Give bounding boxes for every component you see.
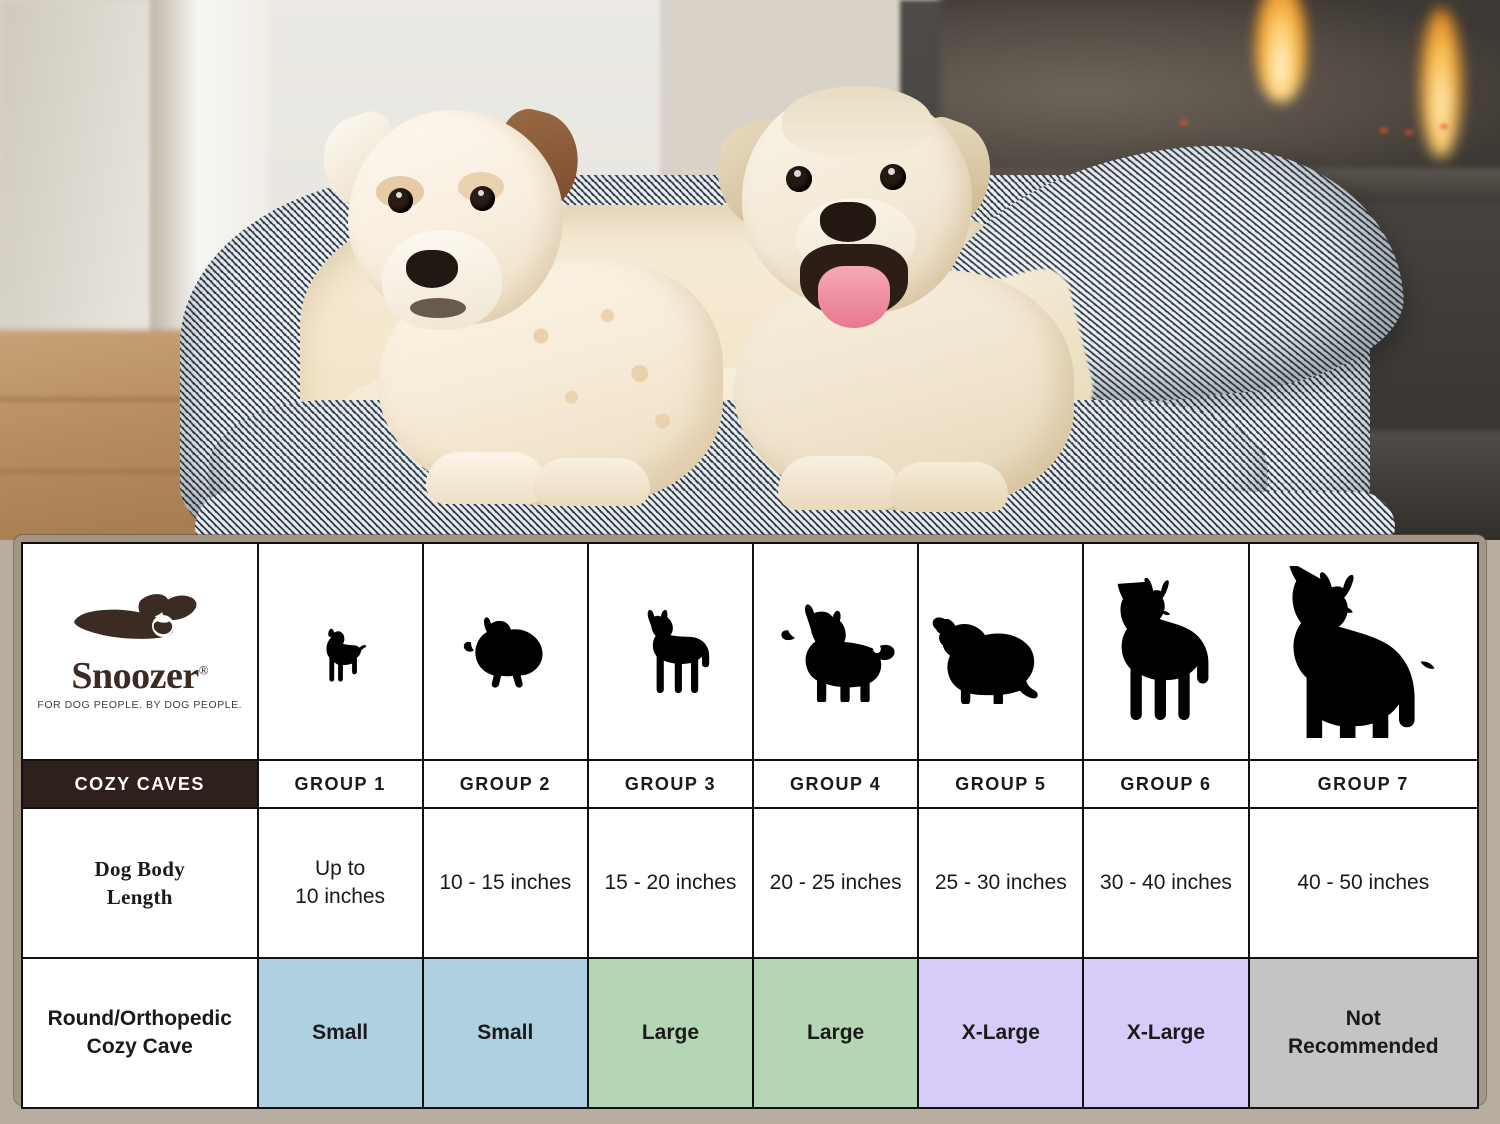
length-line2: 10 inches [295, 885, 386, 908]
group-header-6: GROUP 6 [1082, 759, 1250, 809]
dog-left-nose [406, 250, 458, 288]
cozy-caves-header: COZY CAVES [21, 759, 259, 809]
recommended-size-cell-4: Large [752, 957, 920, 1109]
dog-right-tongue [818, 266, 890, 328]
silhouette-cell-group-6 [1082, 542, 1250, 761]
brand-logo-cell: Snoozer® FOR DOG PEOPLE. BY DOG PEOPLE. [21, 542, 259, 761]
boston-terrier-silhouette [648, 609, 710, 693]
group-header-5: GROUP 5 [917, 759, 1085, 809]
silhouette-cell-group-7 [1247, 542, 1480, 761]
ember [1405, 130, 1413, 135]
dog-left [310, 80, 738, 506]
shiba-inu-silhouette [780, 603, 895, 702]
silhouette-cell-group-4 [752, 542, 920, 761]
flame-icon [1255, 0, 1307, 102]
length-line1: Up to [315, 856, 366, 880]
pomeranian-silhouette [464, 616, 543, 688]
group-header-4: GROUP 4 [752, 759, 920, 809]
recommended-size-cell-7: Not Recommended [1247, 957, 1480, 1109]
dog-body-length-cell-6: 30 - 40 inches [1082, 807, 1250, 959]
dog-left-paw [534, 458, 650, 506]
brand-name: Snoozer [71, 654, 199, 697]
dog-body-length-cell-3: 15 - 20 inches [586, 807, 755, 959]
size-label-line1: Round/Orthopedic [47, 1006, 232, 1030]
dog-right-nose [820, 202, 876, 242]
table-row-silhouettes: Snoozer® FOR DOG PEOPLE. BY DOG PEOPLE. [21, 542, 1480, 761]
dog-body-length-label-line1: Dog Body [94, 856, 186, 881]
table-row-group-headers: COZY CAVES GROUP 1 GROUP 2 GROUP 3 GROUP… [21, 759, 1480, 809]
recommended-size-cell-3: Large [586, 957, 755, 1109]
group-header-2: GROUP 2 [421, 759, 589, 809]
silhouette-cell-group-2 [421, 542, 589, 761]
table-row-dog-body-length: Dog Body Length Up to 10 inches 10 - 15 … [21, 807, 1480, 959]
dog-body-length-label: Dog Body Length [21, 807, 259, 959]
dog-right-paw [890, 462, 1008, 512]
ember [1180, 120, 1188, 125]
recommended-size-cell-2: Small [421, 957, 589, 1109]
dog-left-coat-spots [503, 285, 693, 455]
group-header-3: GROUP 3 [586, 759, 755, 809]
group-header-7: GROUP 7 [1247, 759, 1480, 809]
size-label-line2: Cozy Cave [86, 1035, 193, 1058]
ember [1440, 124, 1448, 129]
dog-right [690, 70, 1110, 512]
dog-left-chin [410, 298, 466, 318]
dog-body-length-cell-4: 20 - 25 inches [752, 807, 920, 959]
hero-photo [0, 0, 1500, 540]
flame-icon [1420, 8, 1462, 158]
dog-body-length-cell-5: 25 - 30 inches [917, 807, 1085, 959]
dog-right-forehead [782, 86, 932, 156]
silhouette-cell-group-3 [586, 542, 755, 761]
recommended-size-cell-5: X-Large [917, 957, 1085, 1109]
dog-left-paw [426, 452, 546, 504]
not-recommended-line1: Not [1345, 1006, 1381, 1030]
doberman-silhouette [1117, 577, 1209, 720]
dog-left-eye-glint [396, 192, 402, 198]
dog-body-length-cell-2: 10 - 15 inches [421, 807, 589, 959]
silhouette-cell-group-1 [256, 542, 424, 761]
group-header-1: GROUP 1 [256, 759, 424, 809]
dog-body-length-cell-7: 40 - 50 inches [1247, 807, 1480, 959]
round-orthopedic-cozy-cave-label: Round/Orthopedic Cozy Cave [21, 957, 259, 1109]
dog-right-paw [778, 456, 900, 510]
chihuahua-silhouette [326, 628, 367, 681]
golden-retriever-silhouette [932, 616, 1038, 704]
not-recommended-line2: Recommended [1288, 1035, 1439, 1058]
dog-right-eye-glint [794, 170, 801, 177]
great-dane-silhouette [1289, 565, 1435, 738]
sizing-table-frame: Snoozer® FOR DOG PEOPLE. BY DOG PEOPLE. [14, 535, 1486, 1109]
registered-trademark-icon: ® [198, 661, 209, 677]
brand-tagline: FOR DOG PEOPLE. BY DOG PEOPLE. [37, 698, 243, 711]
ember [1380, 128, 1388, 133]
dog-body-length-cell-1: Up to 10 inches [256, 807, 424, 959]
dog-right-eye-glint [888, 168, 895, 175]
silhouette-cell-group-5 [917, 542, 1085, 761]
table-row-recommended-size: Round/Orthopedic Cozy Cave Small Small L… [21, 957, 1480, 1109]
brand-wordmark: Snoozer® [71, 657, 208, 695]
dog-left-eye-glint [478, 190, 484, 196]
cozy-caves-sizing-table: Snoozer® FOR DOG PEOPLE. BY DOG PEOPLE. [21, 542, 1480, 1109]
recommended-size-cell-1: Small [256, 957, 424, 1109]
dog-body-length-label-line2: Length [106, 885, 173, 909]
snoozer-dog-logo-icon [73, 593, 197, 644]
recommended-size-cell-6: X-Large [1082, 957, 1250, 1109]
